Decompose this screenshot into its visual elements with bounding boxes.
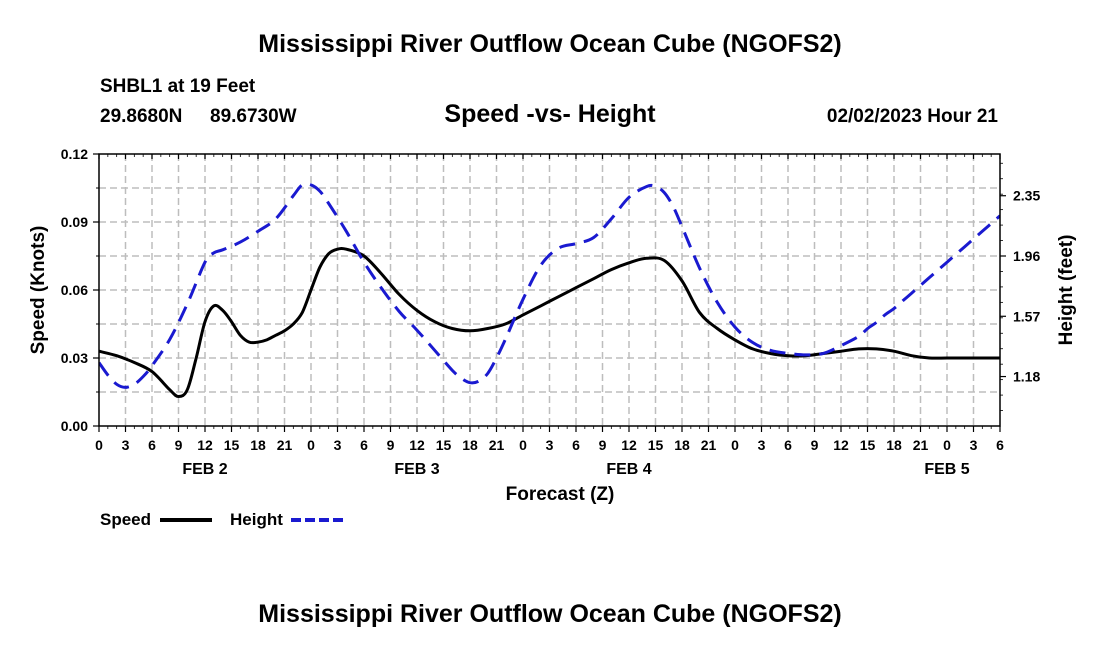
x-tick-label: 18 bbox=[462, 437, 478, 453]
x-tick-label: 15 bbox=[860, 437, 876, 453]
x-tick-label: 15 bbox=[436, 437, 452, 453]
x-tick-label: 18 bbox=[886, 437, 902, 453]
axes: 0 3 6 9 12 15 18 21 0 3 6 9 12 15 18 21 0 3 6 9 12 15 18 21 0 3 6 9… bbox=[61, 146, 1041, 478]
x-tick-label: 9 bbox=[599, 437, 607, 453]
x-tick-label: 15 bbox=[224, 437, 240, 453]
station-name-depth: SHBL1 at 19 Feet bbox=[100, 76, 256, 97]
x-tick-label: 9 bbox=[387, 437, 395, 453]
grid bbox=[99, 154, 1000, 426]
x-tick-label: 12 bbox=[621, 437, 637, 453]
station-latitude: 29.8680N bbox=[100, 106, 183, 127]
legend-height-label: Height bbox=[230, 510, 283, 529]
chart-title: Speed -vs- Height bbox=[444, 100, 656, 128]
y-tick-label: 0.12 bbox=[61, 146, 88, 162]
x-tick-label: 21 bbox=[277, 437, 293, 453]
x-tick-label: 21 bbox=[489, 437, 505, 453]
footer-title: Mississippi River Outflow Ocean Cube (NG… bbox=[258, 600, 842, 628]
series-line-height bbox=[99, 182, 1000, 389]
x-tick-label: 0 bbox=[307, 437, 315, 453]
legend-speed-label: Speed bbox=[100, 510, 151, 529]
x-tick-label: 18 bbox=[674, 437, 690, 453]
x-tick-label: 6 bbox=[360, 437, 368, 453]
x-tick-label: 0 bbox=[943, 437, 951, 453]
day-label: FEB 5 bbox=[924, 461, 969, 478]
legend: Speed Height bbox=[100, 510, 343, 529]
y-axis-label-right: Height (feet) bbox=[1056, 235, 1077, 346]
x-tick-label: 0 bbox=[519, 437, 527, 453]
x-tick-label: 0 bbox=[731, 437, 739, 453]
y2-tick-label: 2.35 bbox=[1013, 188, 1040, 204]
y2-tick-label: 1.18 bbox=[1013, 369, 1040, 385]
x-tick-label: 0 bbox=[95, 437, 103, 453]
forecast-timestamp: 02/02/2023 Hour 21 bbox=[826, 106, 998, 127]
x-tick-label: 18 bbox=[250, 437, 266, 453]
x-tick-label: 6 bbox=[572, 437, 580, 453]
x-tick-label: 6 bbox=[784, 437, 792, 453]
x-axis-label: Forecast (Z) bbox=[506, 484, 615, 505]
x-tick-label: 3 bbox=[970, 437, 978, 453]
day-label: FEB 3 bbox=[394, 461, 439, 478]
y2-tick-label: 1.96 bbox=[1013, 248, 1040, 264]
x-tick-label: 3 bbox=[758, 437, 766, 453]
x-tick-label: 12 bbox=[409, 437, 425, 453]
y2-tick-label: 1.57 bbox=[1013, 308, 1040, 324]
y-tick-label: 0.06 bbox=[61, 282, 88, 298]
x-tick-label: 6 bbox=[996, 437, 1004, 453]
y-tick-label: 0.09 bbox=[61, 214, 88, 230]
day-label: FEB 2 bbox=[182, 461, 227, 478]
x-tick-label: 21 bbox=[701, 437, 717, 453]
day-label: FEB 4 bbox=[606, 461, 651, 478]
x-tick-label: 9 bbox=[175, 437, 183, 453]
x-tick-label: 6 bbox=[148, 437, 156, 453]
y-tick-label: 0.03 bbox=[61, 350, 88, 366]
y-tick-label: 0.00 bbox=[61, 418, 88, 434]
y-axis-label-left: Speed (Knots) bbox=[28, 226, 49, 355]
x-tick-label: 21 bbox=[913, 437, 929, 453]
x-tick-label: 3 bbox=[334, 437, 342, 453]
series-lines bbox=[99, 182, 1000, 398]
x-tick-label: 12 bbox=[833, 437, 849, 453]
x-tick-label: 9 bbox=[811, 437, 819, 453]
x-tick-label: 12 bbox=[197, 437, 213, 453]
station-longitude: 89.6730W bbox=[210, 106, 297, 127]
x-tick-label: 15 bbox=[648, 437, 664, 453]
x-tick-label: 3 bbox=[546, 437, 554, 453]
page-title: Mississippi River Outflow Ocean Cube (NG… bbox=[258, 30, 842, 58]
x-tick-label: 3 bbox=[122, 437, 130, 453]
